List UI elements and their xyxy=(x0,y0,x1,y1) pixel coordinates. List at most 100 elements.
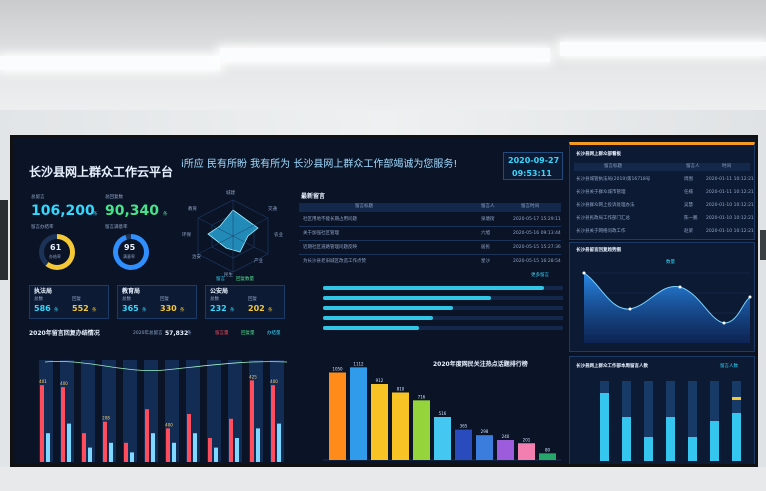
right-bottom-title: 长沙县网上群众工作部本周留言人数 xyxy=(576,364,648,369)
trend-bar-messages xyxy=(250,380,254,462)
right-top-time: 2020-01-10 10:12:21 xyxy=(706,216,754,221)
ranking-bar-label: 516 xyxy=(439,411,447,416)
bureau-right-label: 回复 xyxy=(248,297,257,302)
trend-bar-messages xyxy=(40,385,44,462)
bureau-left-value: 365 xyxy=(122,304,139,313)
radar-axis-label: 交通 xyxy=(268,207,277,212)
trend-bar-messages xyxy=(61,387,65,462)
ranking-bar-label: 365 xyxy=(460,424,468,429)
bureau-box-education[interactable]: 教育局 总数 回复 365 条 330 条 xyxy=(117,285,197,319)
messages-panel: 最新留言 留言标题 留言人 留言时间 社区用地不能长期占用问题 泉塘街 2020… xyxy=(295,190,565,282)
trend-bar-replies xyxy=(46,433,50,462)
ranking-bar xyxy=(371,384,388,460)
wall-fixture xyxy=(0,200,8,280)
trend-bar-replies xyxy=(67,423,71,462)
ranking-panel: 2020年度网民关注热点话题排行榜 1050 1112 912 810 716 516 36… xyxy=(295,336,565,464)
bureau-left-label: 总数 xyxy=(34,297,43,302)
message-time: 2020-05-17 15:29:11 xyxy=(513,217,561,222)
weekly-marker xyxy=(732,397,741,400)
bureau-left-label: 总数 xyxy=(122,297,131,302)
trend-total-label: 2020年总留言 xyxy=(133,331,163,336)
ceiling xyxy=(0,0,766,120)
progress-bar xyxy=(323,326,419,330)
weekly-bar xyxy=(688,437,697,461)
bureau-box-law[interactable]: 执法局 总数 回复 586 条 552 条 xyxy=(29,285,109,319)
more-messages-link[interactable]: 更多留言 xyxy=(531,273,549,278)
trend-bar-messages xyxy=(103,421,107,462)
trend-bar-replies xyxy=(214,447,218,462)
radar-axis-label: 农业 xyxy=(274,233,283,238)
dashboard-screen: 长沙县网上群众工作云平台 i所应 民有所盼 我有所为 长沙县网上群众工作部竭诚为… xyxy=(10,135,758,467)
ring2-sub: 满意率 xyxy=(123,254,135,259)
reply-unit: 条 xyxy=(163,212,168,217)
trend-bar-replies xyxy=(277,423,281,462)
radar-legend: 回复数量 xyxy=(236,277,254,282)
ranking-bar xyxy=(392,392,409,460)
ranking-chart: 1050 1112 912 810 716 516 365 298 240 201 80 xyxy=(323,361,561,461)
message-title[interactable]: 近期社区道路管理问题反映 xyxy=(303,245,357,250)
total-value: 106,200 xyxy=(31,203,95,219)
right-top-title-cell[interactable]: 长沙县城管执法局(2019)第16718号 xyxy=(576,177,651,182)
ceiling-light xyxy=(0,56,220,70)
weekly-bar xyxy=(622,417,631,461)
trend-bar-label: 208 xyxy=(102,416,110,421)
ranking-bar xyxy=(497,440,514,460)
stats-panel: 总留言 106,200 条 总回复数 90,340 条 留言办结率 61 办结率… xyxy=(23,194,173,276)
reply-label: 总回复数 xyxy=(105,195,123,200)
message-title[interactable]: 关于加强社区管理 xyxy=(303,231,339,236)
bureau-left-value: 586 xyxy=(34,304,51,313)
ring2-value: 95 xyxy=(124,243,136,252)
right-bottom-panel: 长沙县网上群众工作部本周留言人数 留言人数 xyxy=(569,356,755,464)
trend-title: 2020年留言回复办结情况 xyxy=(29,330,100,337)
message-title[interactable]: 为长沙县老旧城区改造工作点赞 xyxy=(303,259,366,264)
right-top-person: 吴慧 xyxy=(684,203,693,208)
weekly-bar xyxy=(600,393,609,461)
radar-axis-label: 城建 xyxy=(226,191,235,196)
trend-backdrop-bar xyxy=(123,360,137,462)
trend-bar-messages xyxy=(229,418,233,462)
right-top-title-cell[interactable]: 长沙县群众网上投诉处理办法 xyxy=(576,203,635,208)
bureau-box-police[interactable]: 公安局 总数 回复 232 条 202 条 xyxy=(205,285,285,319)
bureau-unit: 条 xyxy=(180,308,185,313)
bureau-name: 公安局 xyxy=(210,288,229,295)
bureau-name: 教育局 xyxy=(122,288,141,295)
ranking-bar xyxy=(434,417,451,460)
right-top-title-cell[interactable]: 长沙县关于群众城市管理 xyxy=(576,190,626,195)
total-unit: 条 xyxy=(93,212,98,217)
progress-bar xyxy=(323,296,491,300)
radar-axis-label: 环保 xyxy=(182,233,191,238)
weekly-bar xyxy=(732,413,741,461)
trend-bar-messages xyxy=(208,438,212,462)
trend-bar-replies xyxy=(235,438,239,462)
right-top-col-header: 时间 xyxy=(722,164,731,169)
header-time: 09:53:11 xyxy=(512,169,552,178)
bureau-right-value: 330 xyxy=(160,304,177,313)
ranking-bar xyxy=(350,367,367,460)
trend-bar-label: 401 xyxy=(39,379,47,384)
right-top-title-cell[interactable]: 长沙县民政局工作部门汇总 xyxy=(576,216,630,221)
message-person: 居民 xyxy=(481,245,490,250)
area-chart xyxy=(582,271,752,343)
ranking-bar xyxy=(413,400,430,460)
weekly-bar xyxy=(666,417,675,461)
weekly-bar xyxy=(644,437,653,461)
radar-panel: 城建 交通 农业 教育 环保 治安 产业 民生 留言 回复数量 xyxy=(178,190,288,282)
message-title[interactable]: 社区用地不能长期占用问题 xyxy=(303,217,357,222)
ranking-bar-label: 912 xyxy=(376,378,384,383)
message-time: 2020-05-16 09:13:44 xyxy=(513,231,561,236)
right-top-title-cell[interactable]: 长沙县关于网络问政工作 xyxy=(576,229,626,234)
messages-title: 最新留言 xyxy=(301,193,326,200)
right-top-col-header: 留言人 xyxy=(686,164,700,169)
progress-bar xyxy=(323,316,434,320)
trend-backdrop-bar xyxy=(207,360,221,462)
right-mid-title: 长沙县留言回复趋势图 xyxy=(576,248,621,253)
radar-axis-label: 民生 xyxy=(224,273,233,278)
right-top-time: 2020-01-10 10:12:21 xyxy=(706,203,754,208)
radar-axis-label: 产业 xyxy=(254,259,263,264)
header-date: 2020-09-27 xyxy=(508,156,560,165)
right-top-time: 2020-01-11 10:12:21 xyxy=(706,177,754,182)
trend-total-unit: 条 xyxy=(187,331,192,336)
trend-bar-replies xyxy=(109,442,113,462)
right-top-person: 赵梁 xyxy=(684,229,693,234)
ranking-bar-label: 1050 xyxy=(332,367,343,372)
